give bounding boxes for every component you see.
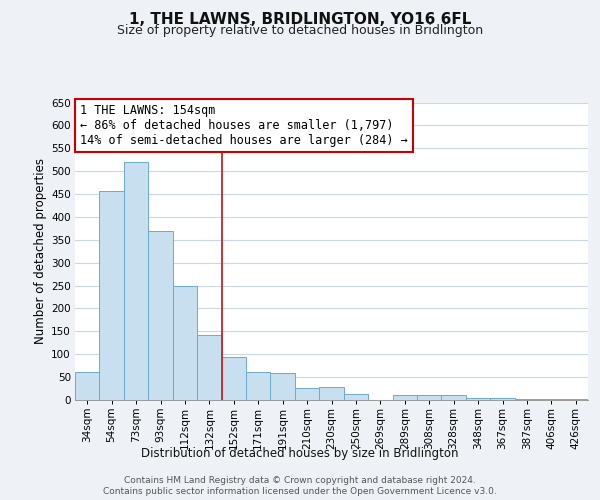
Text: Contains public sector information licensed under the Open Government Licence v3: Contains public sector information licen…	[103, 487, 497, 496]
Bar	[295, 388, 319, 400]
Bar	[466, 398, 490, 400]
Bar	[319, 387, 344, 400]
Bar	[490, 398, 515, 400]
Y-axis label: Number of detached properties: Number of detached properties	[34, 158, 47, 344]
Text: Contains HM Land Registry data © Crown copyright and database right 2024.: Contains HM Land Registry data © Crown c…	[124, 476, 476, 485]
Bar	[148, 230, 173, 400]
Bar	[246, 372, 271, 400]
Bar	[75, 372, 100, 400]
Bar	[442, 396, 466, 400]
Bar	[417, 396, 442, 400]
Bar	[344, 394, 368, 400]
Bar	[173, 286, 197, 400]
Bar	[392, 394, 417, 400]
Text: Distribution of detached houses by size in Bridlington: Distribution of detached houses by size …	[141, 448, 459, 460]
Bar	[100, 191, 124, 400]
Bar	[124, 162, 148, 400]
Bar	[197, 335, 221, 400]
Bar	[271, 374, 295, 400]
Bar	[563, 399, 588, 400]
Text: 1 THE LAWNS: 154sqm
← 86% of detached houses are smaller (1,797)
14% of semi-det: 1 THE LAWNS: 154sqm ← 86% of detached ho…	[80, 104, 408, 147]
Text: 1, THE LAWNS, BRIDLINGTON, YO16 6FL: 1, THE LAWNS, BRIDLINGTON, YO16 6FL	[129, 12, 471, 28]
Bar	[539, 398, 563, 400]
Text: Size of property relative to detached houses in Bridlington: Size of property relative to detached ho…	[117, 24, 483, 37]
Bar	[221, 356, 246, 400]
Bar	[515, 398, 539, 400]
